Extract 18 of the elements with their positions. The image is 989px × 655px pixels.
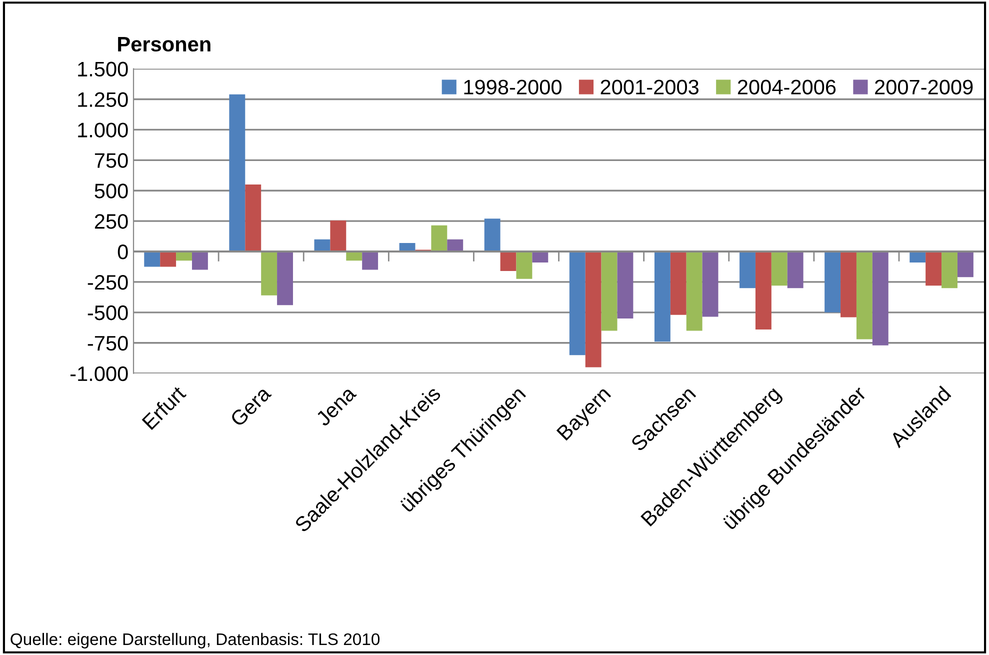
y-tick-label: 0 <box>118 244 128 260</box>
legend-label: 2001-2003 <box>600 80 698 94</box>
y-axis-title: Personen <box>118 37 210 52</box>
y-tick-label: -750 <box>88 336 128 351</box>
y-tick-label: -250 <box>88 274 128 290</box>
x-tick-label: Gera <box>229 384 272 428</box>
y-tick-label: -500 <box>88 305 128 320</box>
y-tick-label: 250 <box>94 214 128 229</box>
legend-label: 2004-2006 <box>738 80 836 94</box>
y-tick-label: 1.000 <box>78 122 128 138</box>
source-note: Quelle: eigene Darstellung, Datenbasis: TLS 2010 <box>10 632 380 648</box>
legend-label: 2007-2009 <box>875 80 973 94</box>
legend-label: 1998-2000 <box>464 80 562 94</box>
y-tick-label: 750 <box>94 153 128 168</box>
y-tick-label: 500 <box>94 184 128 198</box>
y-tick-label: 1.250 <box>78 92 128 107</box>
y-tick-label: 1.500 <box>78 62 128 77</box>
y-tick-label: -1.000 <box>70 366 128 382</box>
